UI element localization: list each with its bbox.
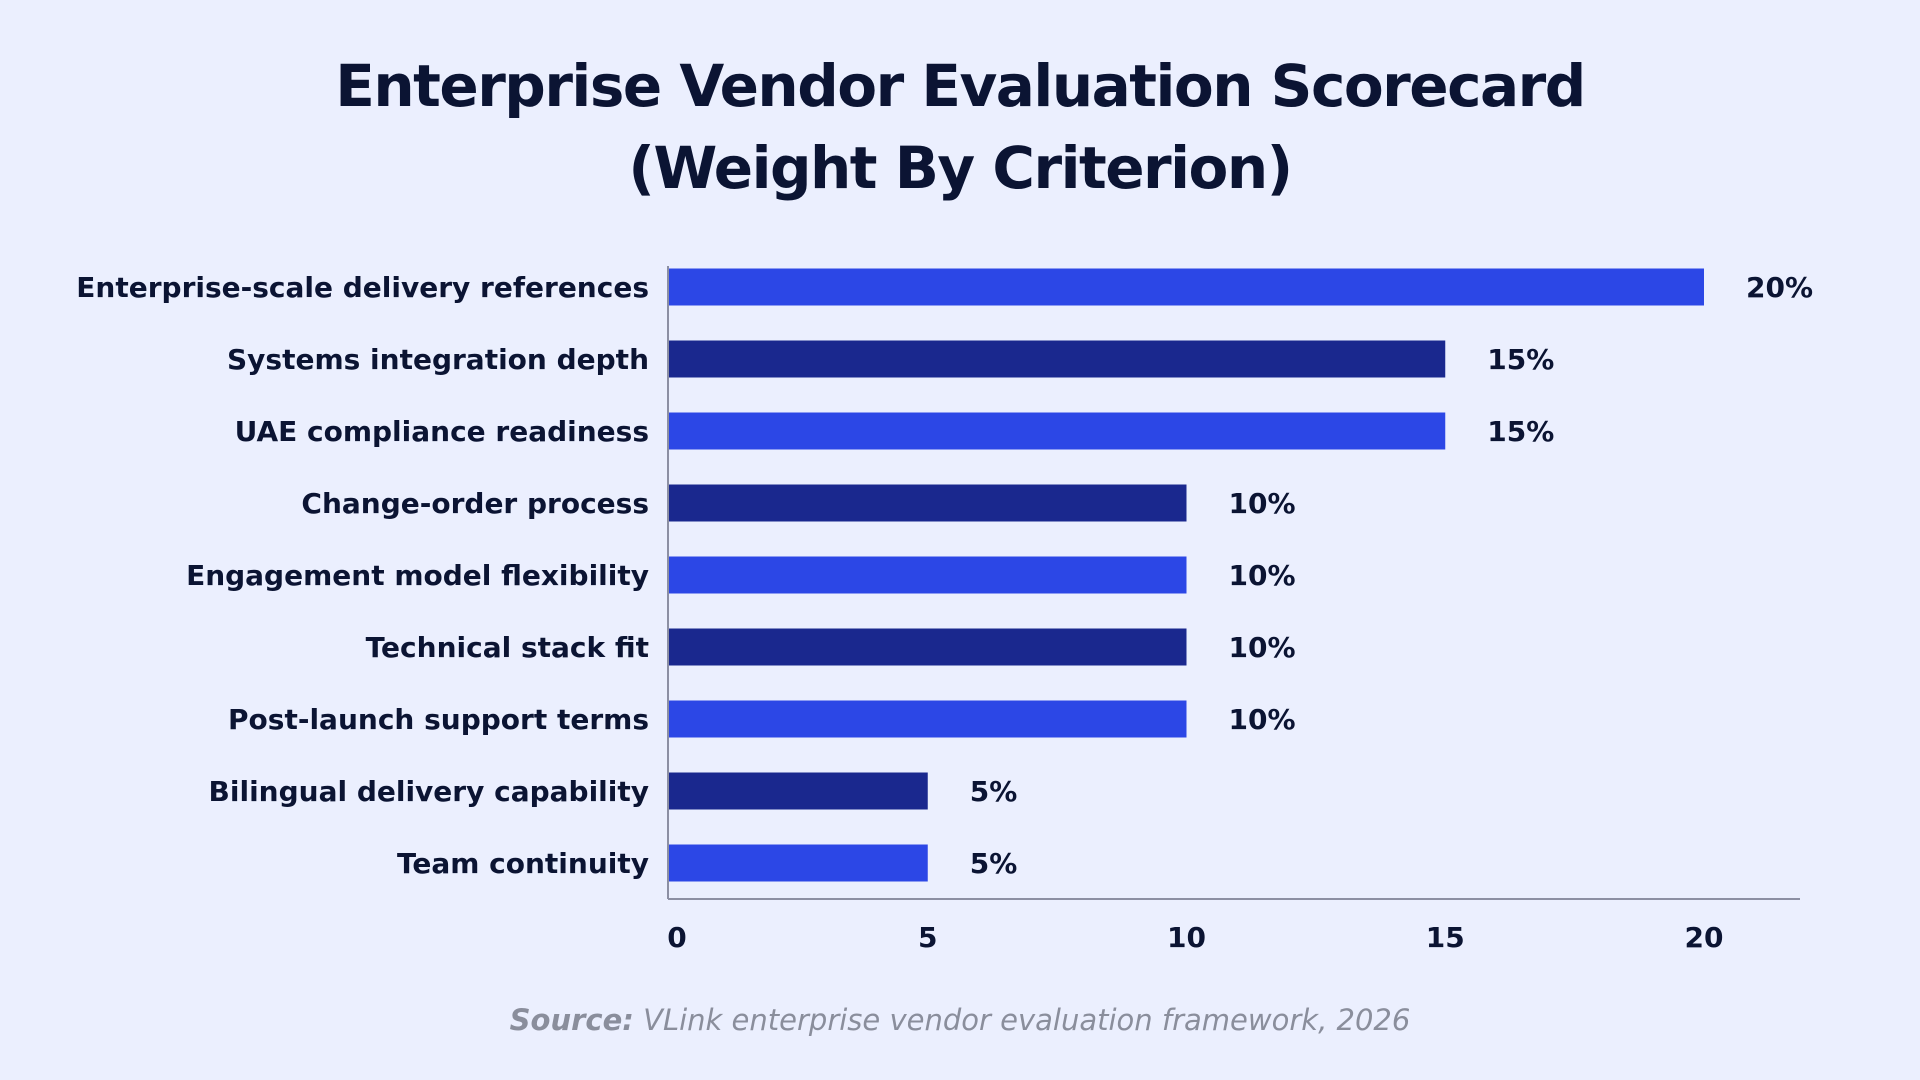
bar-4 <box>669 484 1187 522</box>
value-label-3: 15% <box>1487 415 1554 448</box>
value-labels: 20% 15% 15% 10% 10% 10% 10% 5% 5% <box>970 271 1813 880</box>
chart-title-line-2: (Weight By Criterion) <box>628 134 1293 202</box>
source-text: VLink enterprise vendor evaluation frame… <box>633 1003 1411 1037</box>
value-label-6: 10% <box>1229 631 1296 664</box>
category-labels: Enterprise-scale delivery references Syst… <box>76 271 649 880</box>
category-label-5: Engagement model flexibility <box>186 559 649 592</box>
chart-title-line-1: Enterprise Vendor Evaluation Scorecard <box>335 52 1586 120</box>
chart-title: Enterprise Vendor Evaluation Scorecard (… <box>0 45 1920 209</box>
category-label-2: Systems integration depth <box>227 343 649 376</box>
bar-8 <box>669 772 928 810</box>
value-label-7: 10% <box>1229 703 1296 736</box>
bars-group <box>669 268 1704 882</box>
category-label-4: Change-order process <box>301 487 649 520</box>
x-tick-label-5: 5 <box>918 921 937 954</box>
bar-chart: Enterprise-scale delivery references Syst… <box>76 266 1813 954</box>
category-label-3: UAE compliance readiness <box>235 415 649 448</box>
source-label: Source: <box>509 1003 634 1037</box>
x-tick-label-10: 10 <box>1167 921 1206 954</box>
value-label-4: 10% <box>1229 487 1296 520</box>
bar-7 <box>669 700 1187 738</box>
x-axis-ticks: 0 5 10 15 20 <box>667 921 1723 954</box>
value-label-5: 10% <box>1229 559 1296 592</box>
category-label-8: Bilingual delivery capability <box>209 775 649 808</box>
category-label-9: Team continuity <box>397 847 649 880</box>
x-tick-label-15: 15 <box>1426 921 1465 954</box>
source-note: Source: VLink enterprise vendor evaluati… <box>0 1003 1920 1037</box>
value-label-2: 15% <box>1487 343 1554 376</box>
value-label-1: 20% <box>1746 271 1813 304</box>
bar-2 <box>669 340 1446 378</box>
value-label-8: 5% <box>970 775 1018 808</box>
x-tick-label-20: 20 <box>1685 921 1724 954</box>
bar-6 <box>669 628 1187 666</box>
bar-9 <box>669 844 928 882</box>
category-label-1: Enterprise-scale delivery references <box>76 271 649 304</box>
value-label-9: 5% <box>970 847 1018 880</box>
category-label-6: Technical stack fit <box>366 631 649 664</box>
x-tick-label-0: 0 <box>667 921 686 954</box>
category-label-7: Post-launch support terms <box>228 703 649 736</box>
bar-1 <box>669 268 1704 306</box>
bar-5 <box>669 556 1187 594</box>
bar-3 <box>669 412 1446 450</box>
